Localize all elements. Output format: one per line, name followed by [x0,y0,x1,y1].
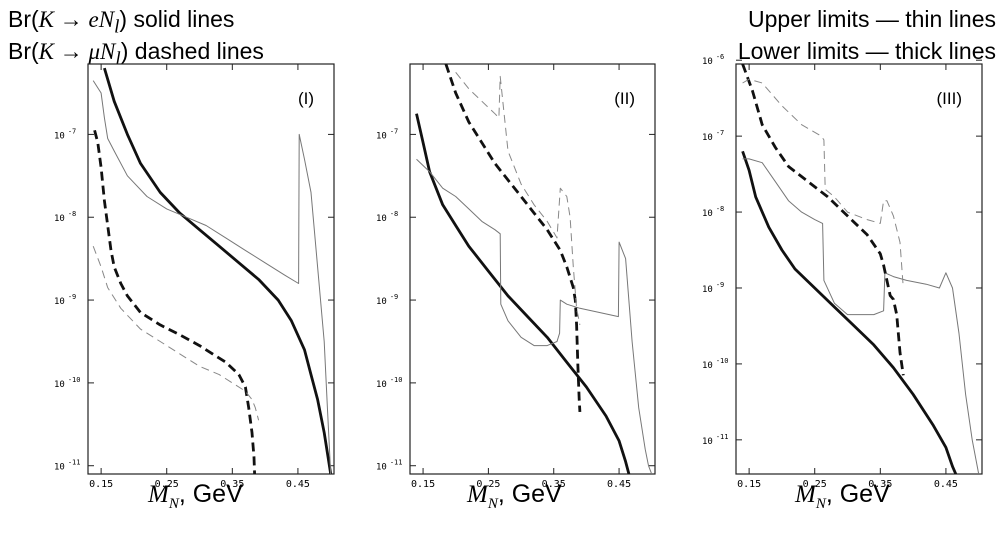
x-label-sub: N [168,496,179,512]
y-tick-label: 10 -7 [54,127,76,141]
series-solid-thick [103,67,333,474]
y-tick-label: 10 -9 [702,281,724,295]
x-label-sub: N [815,496,826,512]
series-solid-thick [741,150,958,474]
x-label-unit: , GeV [178,480,243,508]
series-solid-thin [416,158,653,474]
legend-text: Br( [8,6,39,32]
chart-panel-1: 0.15 0.25 0.35 0.45 10-7 10-8 10-9 10-10 10 -11 (I… [54,63,335,490]
x-tick-label: 0.35 [220,479,244,490]
y-tick-label: 10 -6 [702,53,724,67]
panel-label: (III) [937,89,963,108]
series-dashed-thick [741,64,905,376]
x-tick-label: 0.25 [476,479,500,490]
legend-muon-dashed: Br(K → μNl) dashed lines [8,38,264,73]
y-tick-label: 10 -8 [702,205,724,219]
legend-math: K → μN [38,39,116,64]
y-tick-label: 10 -9 [376,293,398,307]
y-tick-label: 10 -9 [54,293,76,307]
x-label-symbol: M [467,481,488,508]
x-label-symbol: M [148,481,169,508]
x-label-unit: , GeV [825,480,890,508]
y-tick-label: 10 -8 [54,210,76,224]
y-tick-label: 10 -11 [54,459,81,473]
y-tick-label: 10 -11 [702,433,729,447]
x-tick-label: 0.45 [286,479,310,490]
legend-lower-limits: Lower limits — thick lines [737,38,996,64]
series-dashed-thin [455,71,581,325]
chart-panel-3: 0.15 0.25 0.35 0.45 10-6 10-7 10-8 10-9 10 -10 10-… [702,53,983,490]
y-tick-label: 10 -10 [702,357,729,371]
series-solid-thin [742,158,980,474]
legend-sub: l [115,48,121,70]
y-tick-label: 10 -10 [376,376,403,390]
y-tick-label: 10 -10 [54,376,81,390]
y-tick-label: 10 -11 [376,459,403,473]
plot-frame [87,63,335,475]
legend-electron-solid: Br(K → eNl) solid lines [8,6,234,41]
x-label-sub: N [487,496,498,512]
x-tick-label: 0.15 [89,479,113,490]
series-solid-thick [415,113,631,474]
series-dashed-thin [92,246,260,421]
x-tick-label: 0.15 [411,479,435,490]
x-tick-label: 0.45 [934,479,958,490]
x-axis-label-3: MN, GeV [795,480,890,513]
x-label-symbol: M [795,481,816,508]
plot-frame [409,63,656,475]
x-axis-label-2: MN, GeV [467,480,562,513]
legend-sub: l [114,16,120,38]
legend-text: ) dashed lines [120,38,264,64]
plot-frame [735,63,983,475]
series-solid-thin [92,80,332,474]
panel-label: (I) [298,89,314,108]
x-tick-label: 0.35 [542,479,566,490]
x-tick-label: 0.45 [607,479,631,490]
series-dashed-thick [93,129,256,474]
x-tick-label: 0.25 [155,479,179,490]
panel-label: (II) [614,89,635,108]
legend-math: K → eN [38,7,115,32]
series-dashed-thick [444,64,582,412]
legend-text: Br( [8,38,39,64]
legend-upper-limits: Upper limits — thin lines [748,6,996,32]
x-axis-label-1: MN, GeV [148,480,243,513]
y-tick-label: 10 -8 [376,210,398,224]
y-tick-label: 10 -7 [702,129,724,143]
chart-panel-2: 0.15 0.25 0.35 0.45 10-7 10-8 10-9 10-10 10 -11 (I… [376,63,656,490]
legend-text: ) solid lines [119,6,235,32]
x-tick-label: 0.25 [803,479,827,490]
series-dashed-thin [742,78,904,289]
x-tick-label: 0.15 [737,479,761,490]
x-label-unit: , GeV [497,480,562,508]
y-tick-label: 10 -7 [376,127,398,141]
x-tick-label: 0.35 [868,479,892,490]
